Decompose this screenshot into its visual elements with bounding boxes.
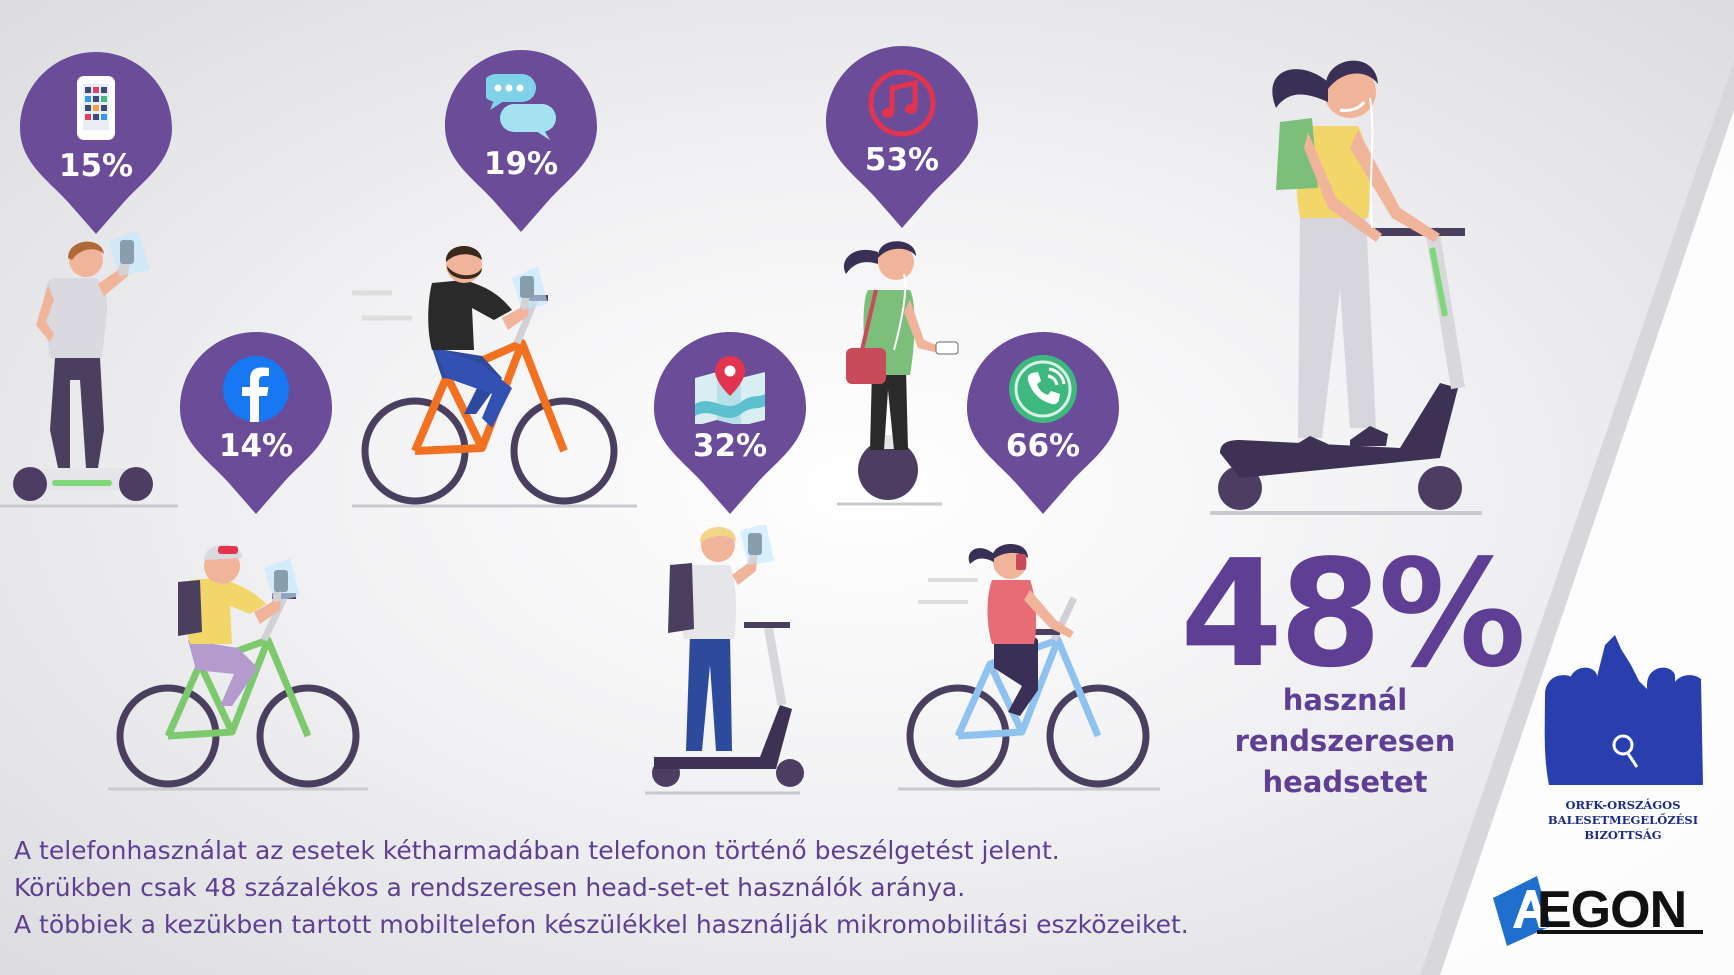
caption-line-1: A telefonhasználat az esetek kétharmadáb… — [14, 836, 1060, 865]
headline-value: 48% — [1180, 528, 1526, 700]
stat-bubble-maps: 32% — [654, 332, 806, 514]
hoverboard-rider-illustration — [0, 230, 178, 508]
caption-text: A telefonhasználat az esetek kétharmadáb… — [14, 832, 1189, 943]
orfk-name: ORFK-ORSZÁGOS BALESETMEGELŐZÉSI BIZOTTSÁ… — [1535, 798, 1711, 843]
scooter-woman-illustration — [1210, 60, 1482, 515]
aegon-wordmark: EGON — [1537, 881, 1687, 939]
music-note-icon — [868, 69, 936, 137]
stat-bubble-music: 53% — [826, 46, 978, 228]
stat-bubble-apps: 15% — [20, 52, 172, 234]
stat-value-facebook: 14% — [218, 428, 294, 464]
stat-bubble-facebook: 14% — [180, 332, 332, 514]
caption-line-2: Körükben csak 48 százalékos a rendszeres… — [14, 873, 966, 902]
orfk-line-3: BIZOTTSÁG — [1584, 828, 1662, 842]
unicycle-rider-illustration — [837, 241, 959, 506]
stat-value-music: 53% — [864, 142, 940, 178]
stat-bubble-calls: 66% — [967, 332, 1119, 514]
stat-value-apps: 15% — [58, 148, 134, 184]
phone-call-icon — [1009, 355, 1077, 423]
cyclist-cap-illustration — [108, 544, 368, 791]
scooter-guy-illustration — [645, 525, 804, 795]
stat-value-messages: 19% — [483, 146, 559, 182]
caption-line-3: A többiek a kezükben tartott mobiltelefo… — [14, 910, 1189, 939]
chat-bubbles-icon — [486, 74, 556, 140]
stat-bubble-messages: 19% — [445, 50, 597, 232]
orfk-line-2: BALESETMEGELŐZÉSI — [1547, 813, 1699, 827]
stat-value-calls: 66% — [1005, 428, 1081, 464]
headline-line-2: rendszeresen — [1234, 724, 1456, 758]
orfk-logo — [1544, 635, 1703, 785]
orfk-line-1: ORFK-ORSZÁGOS — [1565, 798, 1681, 812]
cyclist-woman-phone-illustration — [898, 543, 1160, 791]
headline-description: használ rendszeresen headsetet — [1195, 680, 1495, 803]
headline-line-1: használ — [1282, 683, 1408, 717]
cyclist-beard-illustration — [352, 245, 637, 508]
facebook-icon — [223, 356, 289, 422]
headline-line-3: headsetet — [1262, 765, 1428, 799]
aegon-logo — [1493, 876, 1703, 946]
map-pin-icon — [695, 356, 765, 424]
stat-value-maps: 32% — [692, 428, 768, 464]
smartphone-apps-icon — [77, 76, 115, 140]
